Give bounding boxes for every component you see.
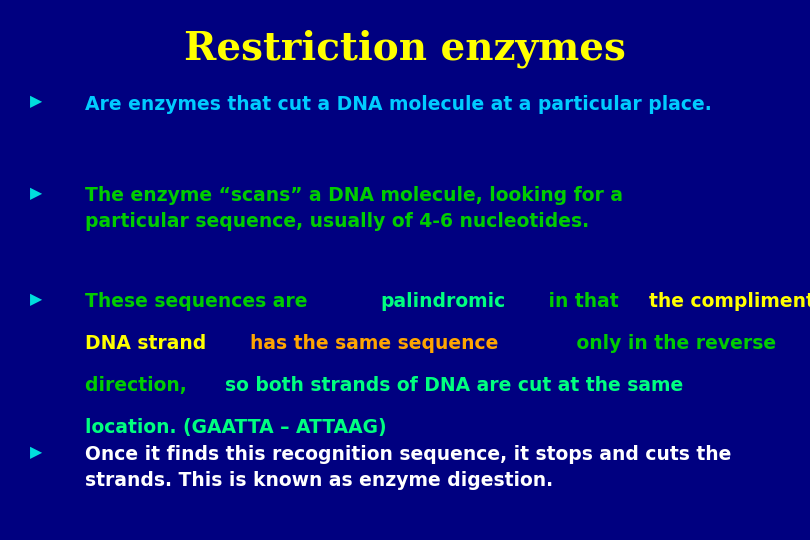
Text: Once it finds this recognition sequence, it stops and cuts the
strands. This is : Once it finds this recognition sequence,… (85, 446, 731, 490)
Text: Are enzymes that cut a DNA molecule at a particular place.: Are enzymes that cut a DNA molecule at a… (85, 94, 712, 113)
Text: palindromic: palindromic (381, 292, 505, 310)
Text: The enzyme “scans” a DNA molecule, looking for a
particular sequence, usually of: The enzyme “scans” a DNA molecule, looki… (85, 186, 623, 231)
Text: location. (GAATTA – ATTAAG): location. (GAATTA – ATTAAG) (85, 418, 386, 437)
Text: the complimentary: the complimentary (650, 292, 810, 310)
Text: ▶: ▶ (30, 292, 43, 307)
Text: DNA strand: DNA strand (85, 334, 213, 353)
Text: in that: in that (542, 292, 625, 310)
Text: These sequences are: These sequences are (85, 292, 314, 310)
Text: ▶: ▶ (30, 94, 43, 110)
Text: ▶: ▶ (30, 446, 43, 461)
Text: direction,: direction, (85, 376, 194, 395)
Text: has the same sequence: has the same sequence (250, 334, 498, 353)
Text: so both strands of DNA are cut at the same: so both strands of DNA are cut at the sa… (224, 376, 683, 395)
Text: Restriction enzymes: Restriction enzymes (184, 30, 626, 68)
Text: ▶: ▶ (30, 186, 43, 201)
Text: only in the reverse: only in the reverse (570, 334, 777, 353)
